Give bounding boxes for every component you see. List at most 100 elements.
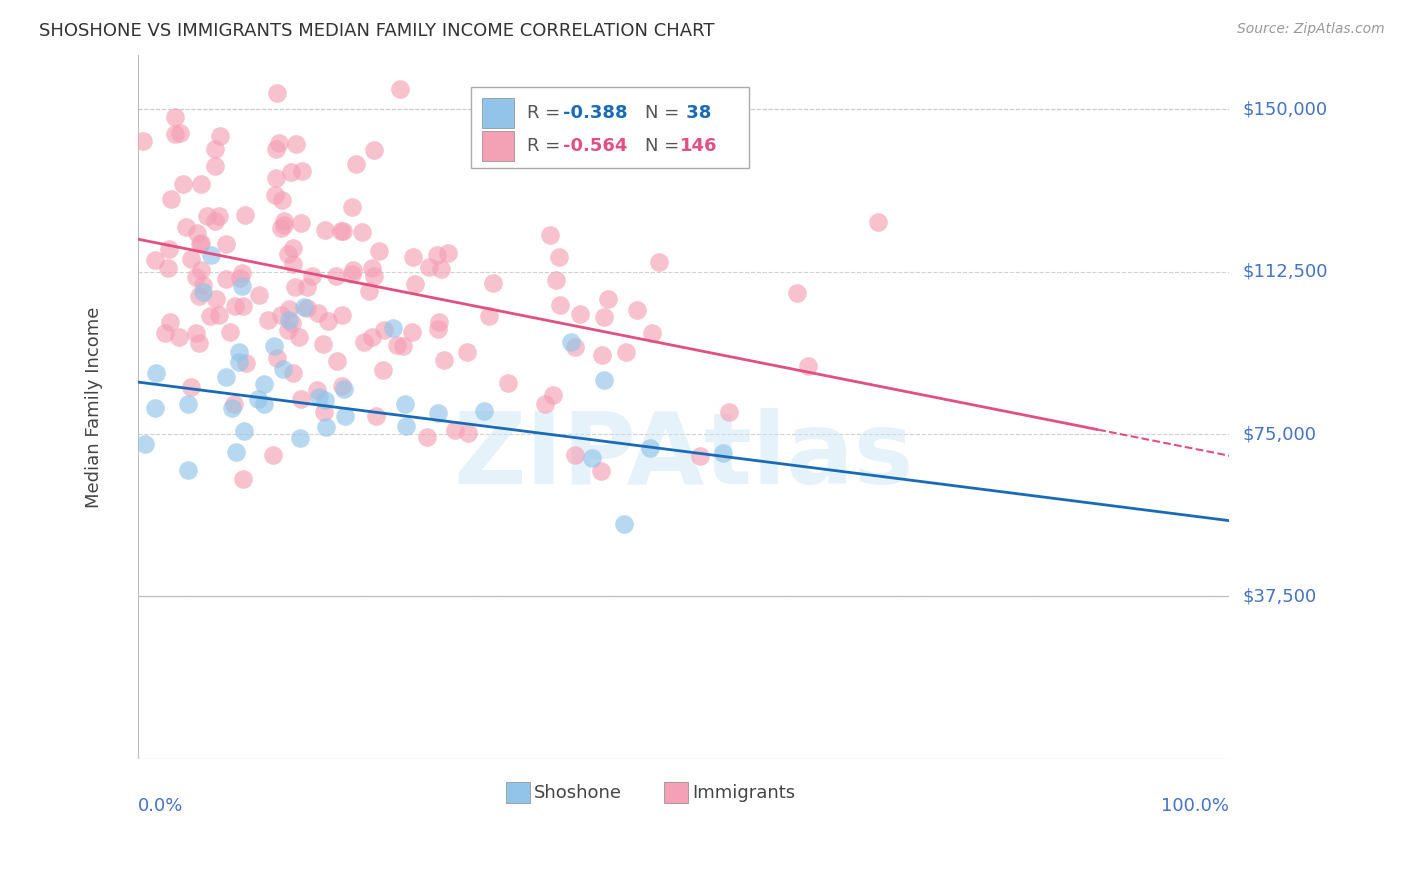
Point: [395, 419, 418, 434]
Point: [262, 448, 284, 462]
Point: [394, 397, 416, 411]
Point: [280, 164, 302, 178]
Point: [290, 216, 312, 230]
Point: [689, 450, 711, 464]
Point: [253, 376, 276, 391]
Point: [273, 214, 295, 228]
Point: [228, 355, 250, 369]
Point: [179, 380, 201, 394]
Point: [295, 301, 318, 315]
Point: [718, 405, 741, 419]
Point: [626, 303, 648, 318]
Point: [533, 397, 555, 411]
Point: [193, 277, 215, 292]
Point: [373, 323, 395, 337]
Point: [285, 136, 308, 151]
Point: [353, 335, 375, 350]
Point: [593, 310, 616, 324]
Point: [190, 177, 212, 191]
Point: [169, 126, 191, 140]
Point: [359, 284, 381, 298]
Point: [215, 237, 238, 252]
Point: [177, 462, 200, 476]
Point: [344, 157, 367, 171]
Point: [198, 309, 221, 323]
Point: [257, 313, 280, 327]
Point: [340, 200, 363, 214]
Point: [541, 387, 564, 401]
Point: [208, 129, 231, 144]
Point: [215, 271, 238, 285]
Point: [388, 82, 411, 96]
Point: [132, 134, 155, 148]
Point: [174, 219, 197, 234]
Text: N =: N =: [645, 103, 685, 122]
Point: [648, 255, 671, 269]
Text: $112,500: $112,500: [1243, 262, 1327, 281]
Point: [267, 136, 290, 150]
Point: [169, 330, 191, 344]
Point: [416, 430, 439, 444]
Point: [426, 248, 449, 262]
Point: [333, 382, 356, 396]
Text: R =: R =: [527, 103, 567, 122]
Text: R =: R =: [527, 136, 567, 155]
Point: [186, 326, 208, 340]
Point: [281, 241, 304, 255]
Point: [496, 376, 519, 390]
Point: [332, 224, 354, 238]
Point: [281, 316, 304, 330]
Point: [797, 359, 820, 374]
Point: [427, 315, 450, 329]
Point: [544, 273, 567, 287]
Point: [233, 424, 256, 438]
Point: [456, 345, 478, 359]
Point: [326, 353, 349, 368]
Point: [190, 235, 212, 250]
Point: [222, 397, 245, 411]
Point: [204, 160, 226, 174]
Point: [333, 409, 356, 423]
Point: [156, 261, 179, 276]
Point: [548, 298, 571, 312]
Point: [232, 299, 254, 313]
Point: [264, 171, 287, 186]
Point: [204, 214, 226, 228]
Point: [444, 423, 467, 437]
Point: [200, 248, 222, 262]
Point: [263, 187, 285, 202]
Point: [145, 366, 167, 380]
Point: [271, 193, 294, 207]
Point: [614, 344, 637, 359]
Point: [246, 392, 269, 406]
Point: [301, 269, 323, 284]
Point: [401, 326, 423, 340]
Point: [330, 224, 353, 238]
Point: [264, 142, 287, 156]
Point: [205, 293, 228, 307]
Point: [228, 270, 250, 285]
Point: [402, 250, 425, 264]
Point: [163, 110, 186, 124]
Point: [157, 243, 180, 257]
Point: [277, 301, 299, 316]
Point: [277, 247, 299, 261]
Point: [153, 326, 176, 340]
Point: [786, 285, 808, 300]
Point: [564, 340, 586, 354]
Point: [426, 322, 449, 336]
Point: [361, 260, 384, 275]
Point: [204, 142, 226, 156]
Point: [391, 339, 413, 353]
Text: SHOSHONE VS IMMIGRANTS MEDIAN FAMILY INCOME CORRELATION CHART: SHOSHONE VS IMMIGRANTS MEDIAN FAMILY INC…: [39, 22, 714, 40]
Point: [340, 267, 363, 281]
Point: [231, 279, 253, 293]
Point: [564, 448, 586, 462]
Point: [270, 221, 292, 235]
Point: [208, 308, 231, 322]
Point: [225, 445, 247, 459]
Point: [143, 401, 166, 416]
Point: [232, 472, 254, 486]
Point: [195, 209, 218, 223]
Point: [481, 276, 503, 290]
